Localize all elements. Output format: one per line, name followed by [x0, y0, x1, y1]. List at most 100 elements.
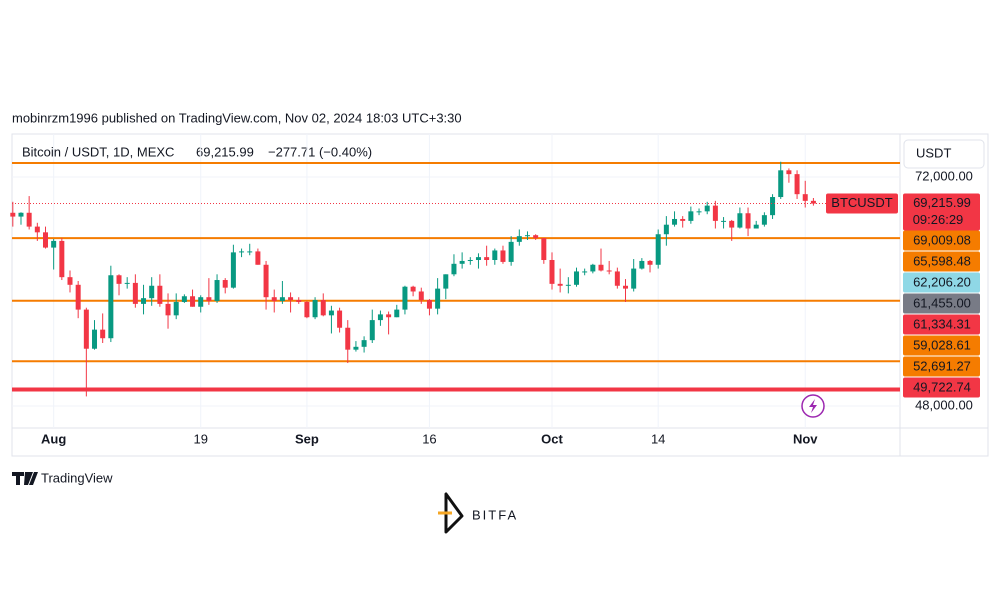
candle-body — [288, 297, 294, 301]
candle-body — [663, 224, 669, 235]
candle-body — [533, 235, 539, 239]
candle-body — [614, 271, 620, 286]
candle-body — [475, 257, 481, 260]
candle-body — [582, 271, 588, 273]
candle-body — [345, 327, 351, 350]
price-label-box — [903, 230, 980, 251]
x-tick-label: Sep — [295, 431, 319, 446]
candle-body — [402, 286, 408, 310]
price-label-box — [903, 272, 980, 293]
price-label: 52,691.27 — [913, 358, 971, 373]
candle-body — [737, 213, 743, 228]
candle-body — [59, 240, 65, 278]
candle-body — [680, 218, 686, 221]
candle-body — [279, 297, 285, 302]
candle-body — [761, 215, 767, 225]
candle-body — [802, 194, 808, 201]
currency[interactable]: USDT — [916, 145, 951, 160]
candle-body — [67, 277, 73, 285]
candle-body — [467, 259, 473, 261]
currency-button[interactable] — [903, 139, 985, 169]
axes: 72,000.00 48,000.00 Aug 19 Sep 16 Oct 14 Nov 69,2… — [41, 168, 980, 446]
candle-body — [688, 211, 694, 221]
candle-body — [696, 211, 702, 213]
candle-body — [426, 300, 432, 309]
candle-body — [116, 275, 122, 284]
candle-body — [124, 282, 130, 284]
candle-body — [26, 212, 32, 227]
last-price-tag-label: 69,215.99 — [913, 195, 971, 210]
tradingview-icon — [12, 472, 38, 485]
candle-body — [108, 275, 114, 339]
x-tick-label: Oct — [541, 431, 563, 446]
plot: BTCUSDT — [10, 134, 900, 428]
candle-body — [549, 259, 555, 284]
candle-body — [132, 282, 138, 304]
candle-body — [92, 329, 98, 349]
candle-body — [590, 264, 596, 272]
candle-body — [190, 296, 196, 307]
candle-body — [459, 260, 465, 264]
x-tick-label: Aug — [41, 431, 66, 446]
price-label: 61,334.31 — [913, 316, 971, 331]
candle-body — [565, 284, 571, 286]
candle-body — [18, 212, 24, 217]
candle-body — [222, 280, 228, 288]
candle-body — [263, 264, 269, 298]
candle-body — [435, 288, 441, 309]
candle-body — [418, 291, 424, 301]
x-tick-label: 14 — [651, 431, 665, 446]
candle-body — [786, 170, 792, 175]
publisher-line: mobinrzm1996 published on TradingView.co… — [12, 110, 462, 125]
candle-body — [320, 300, 326, 316]
candle-body — [255, 251, 261, 265]
y-tick-label: 72,000.00 — [915, 168, 973, 183]
candle-body — [655, 234, 661, 265]
candle-body — [34, 226, 40, 233]
candle-body — [230, 252, 236, 288]
candle-body — [239, 251, 245, 253]
price-label-box — [903, 335, 980, 356]
candle-body — [149, 285, 155, 299]
candle-body — [794, 174, 800, 195]
candle-body — [271, 297, 277, 302]
candle-body — [721, 220, 727, 222]
candle-body — [173, 301, 179, 316]
candle-body — [573, 271, 579, 285]
candle-body — [729, 220, 735, 228]
candle-body — [623, 285, 629, 289]
symbol-label[interactable]: BTCUSDT — [831, 195, 892, 210]
x-tick-label: 16 — [422, 431, 436, 446]
price-label-box — [903, 356, 980, 377]
price-label-box — [903, 251, 980, 272]
candle-body — [647, 260, 653, 265]
candle-body — [778, 170, 784, 198]
candle-body — [328, 310, 334, 316]
candle-body — [165, 303, 171, 316]
candle-body — [606, 270, 612, 272]
candle-body — [75, 284, 81, 310]
price-label: 61,455.00 — [913, 295, 971, 310]
price-label: 49,722.74 — [913, 379, 971, 394]
candle-body — [598, 264, 604, 271]
candle-body — [770, 197, 776, 216]
candle-body — [312, 300, 318, 318]
candle-body — [810, 200, 816, 204]
candle-body — [181, 296, 187, 302]
candle-body — [369, 320, 375, 341]
tradingview-brand: TradingView — [41, 470, 113, 485]
price-label-box — [903, 293, 980, 314]
symbol-tag[interactable] — [826, 193, 898, 214]
price-label: 69,009.08 — [913, 232, 971, 247]
price-label: 65,598.48 — [913, 253, 971, 268]
candle-body — [451, 263, 457, 275]
candle-body — [157, 285, 163, 304]
x-tick-label: 19 — [193, 431, 207, 446]
price-label-box — [903, 314, 980, 335]
candle-body — [386, 314, 392, 318]
bitfa-logo: BITFA — [472, 507, 518, 522]
candle-body — [524, 235, 530, 237]
candle-body — [42, 232, 48, 248]
